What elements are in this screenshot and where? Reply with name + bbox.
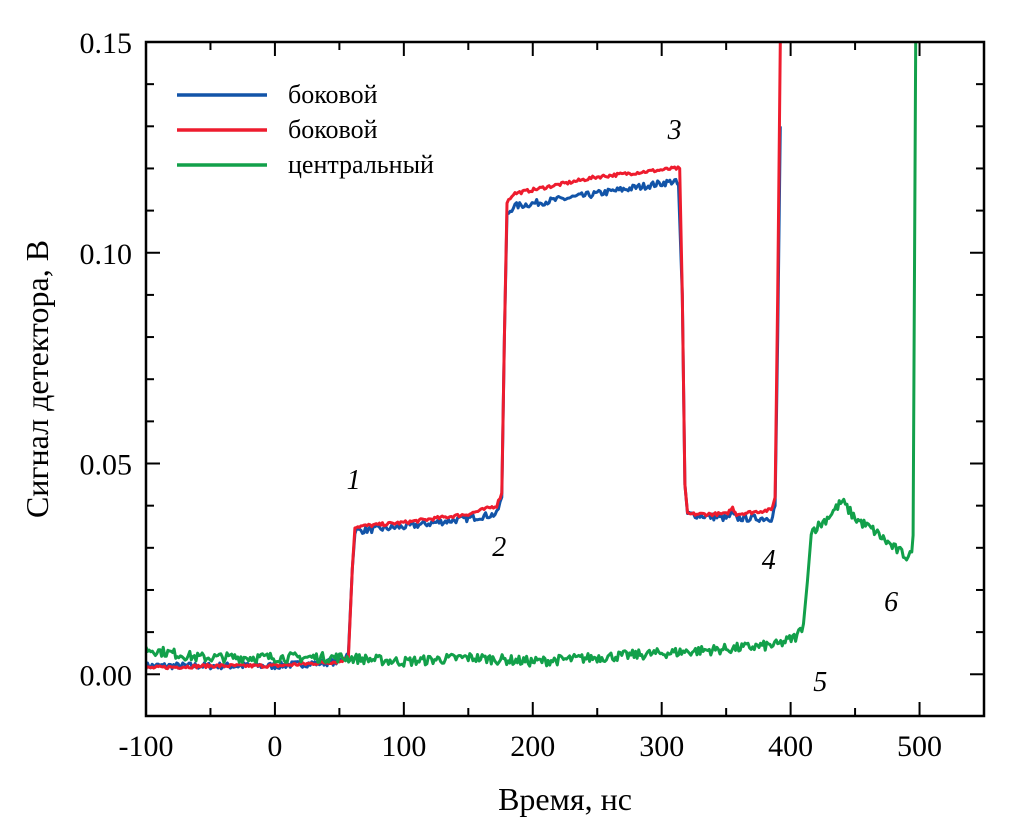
annotations-layer: 1 2 3 4 5 6 bbox=[347, 115, 899, 698]
x-tick-label: 400 bbox=[768, 730, 813, 763]
series-line-1 bbox=[146, 42, 782, 671]
legend-label: центральный bbox=[288, 150, 434, 179]
x-tick-label: 200 bbox=[510, 730, 555, 763]
legend-label: боковой bbox=[288, 115, 378, 144]
x-tick-label: 100 bbox=[381, 730, 426, 763]
y-tick-label: 0.00 bbox=[80, 659, 133, 692]
annotation-label: 5 bbox=[813, 667, 827, 698]
series-line-2 bbox=[146, 42, 918, 668]
annotation-label: 2 bbox=[492, 532, 506, 563]
tick-labels-layer: -100 0 100 200 300 400 500 0.00 0.05 0.10 0.15 bbox=[80, 27, 943, 763]
legend: боковой боковой центральный bbox=[177, 80, 434, 179]
annotation-label: 6 bbox=[884, 587, 898, 618]
ticks-layer bbox=[145, 41, 985, 716]
legend-label: боковой bbox=[288, 80, 378, 109]
y-axis-title: Сигнал детектора, В bbox=[19, 240, 55, 518]
x-axis-title: Время, нс bbox=[498, 781, 632, 817]
annotation-label: 3 bbox=[667, 115, 682, 146]
y-tick-label: 0.15 bbox=[80, 27, 133, 60]
x-tick-label: -100 bbox=[119, 730, 174, 763]
plot-frame bbox=[144, 40, 986, 718]
x-tick-label: 500 bbox=[897, 730, 942, 763]
y-tick-label: 0.10 bbox=[80, 238, 133, 271]
series-layer bbox=[146, 42, 918, 671]
annotation-label: 4 bbox=[762, 545, 776, 576]
x-tick-label: 0 bbox=[267, 730, 282, 763]
annotation-label: 1 bbox=[347, 465, 361, 496]
x-tick-label: 300 bbox=[639, 730, 684, 763]
y-tick-label: 0.05 bbox=[80, 449, 133, 482]
